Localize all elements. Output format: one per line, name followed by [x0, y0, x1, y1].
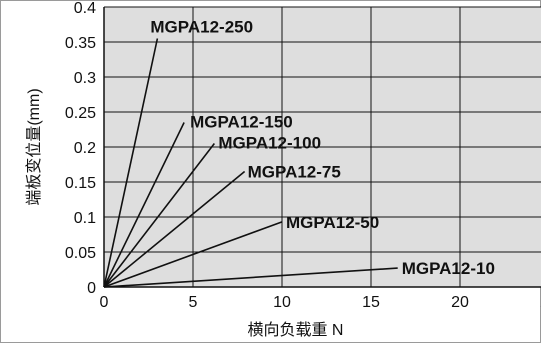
y-tick-label: 0.05: [65, 245, 96, 262]
y-tick-label: 0.1: [74, 210, 96, 227]
y-tick-label: 0.4: [74, 1, 96, 17]
series-line: [103, 221, 283, 288]
y-tick-label: 0.3: [74, 70, 96, 87]
y-tick-label: 0: [87, 280, 96, 297]
x-tick-label: 15: [362, 294, 380, 311]
series-label: MGPA12-10: [402, 259, 495, 278]
y-tick-label: 0.25: [65, 105, 96, 122]
x-tick-label: 10: [273, 294, 291, 311]
y-axis-title: 端板变位量(mm): [25, 88, 43, 205]
x-tick-label: 20: [451, 294, 469, 311]
series-lines: [103, 38, 398, 288]
series-line: [103, 143, 215, 288]
grid-lines: [103, 6, 541, 288]
series-label: MGPA12-150: [190, 113, 293, 132]
series-label: MGPA12-100: [218, 134, 321, 153]
y-tick-label: 0.35: [65, 35, 96, 52]
x-tick-label: 0: [100, 294, 109, 311]
y-tick-label: 0.2: [74, 140, 96, 157]
series-line: [103, 170, 246, 288]
series-line: [103, 267, 398, 288]
series-label: MGPA12-50: [286, 213, 379, 232]
y-tick-labels: 0 0.05 0.1 0.15 0.2 0.25 0.3 0.35 0.4: [65, 1, 96, 297]
x-axis-title: 横向负载重 N: [247, 321, 343, 339]
series-label: MGPA12-75: [248, 163, 341, 182]
y-tick-label: 0.15: [65, 175, 96, 192]
series-line: [103, 38, 159, 288]
series-line: [103, 122, 185, 288]
series-label: MGPA12-250: [150, 18, 253, 37]
x-tick-labels: 0510152025: [100, 294, 541, 311]
series-labels: MGPA12-250 MGPA12-150 MGPA12-100 MGPA12-75 M…: [150, 18, 495, 279]
x-tick-label: 5: [189, 294, 198, 311]
